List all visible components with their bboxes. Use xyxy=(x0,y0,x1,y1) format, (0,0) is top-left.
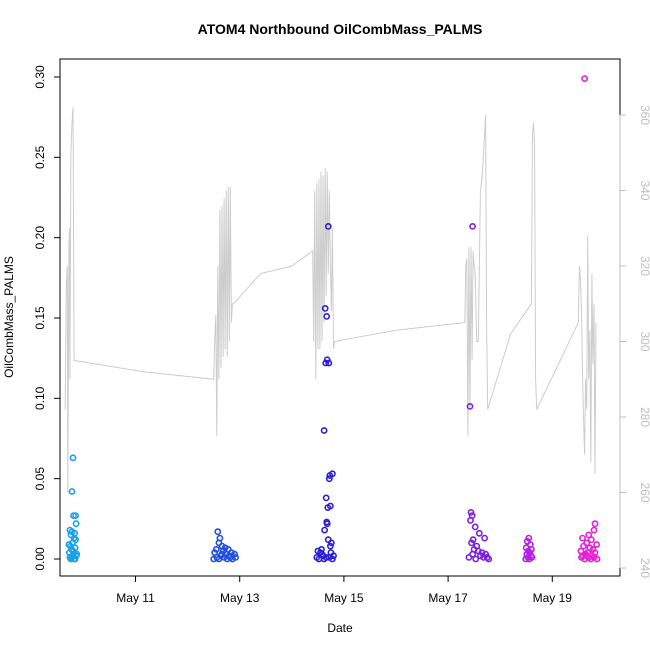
y2-tick-label-3: 300 xyxy=(638,331,650,351)
y2-tick-label-1: 260 xyxy=(638,482,650,502)
data-point-s2-10 xyxy=(322,494,330,502)
data-point-s4-12 xyxy=(522,555,530,563)
data-point-s3-7 xyxy=(481,534,488,542)
y2-tick-label-0: 240 xyxy=(638,558,650,578)
data-point-s5-23 xyxy=(583,552,591,560)
data-point-s2-18 xyxy=(326,542,334,550)
data-point-s2-1 xyxy=(321,304,329,312)
data-point-s2-12 xyxy=(326,502,334,510)
y-tick-label-5: 0.25 xyxy=(33,145,47,169)
data-point-s2-30 xyxy=(318,546,325,553)
data-point-s2-9 xyxy=(325,475,333,483)
data-point-s5-21 xyxy=(593,555,601,563)
plot-frame xyxy=(59,58,621,577)
data-point-s2-25 xyxy=(328,555,336,563)
data-point-s2-27 xyxy=(320,555,328,563)
x-tick-label-3: May 17 xyxy=(428,591,468,605)
data-point-s0-9 xyxy=(70,512,77,519)
data-point-s5-8 xyxy=(580,542,587,550)
data-point-s3-6 xyxy=(475,529,483,537)
data-point-s3-9 xyxy=(468,539,475,547)
x-tick-label-1: May 13 xyxy=(220,591,260,605)
x-tick-label-2: May 15 xyxy=(324,591,364,605)
data-point-s5-5 xyxy=(587,536,595,544)
data-point-s5-1 xyxy=(591,520,599,528)
data-point-s0-8 xyxy=(72,520,80,528)
x-tick-label-0: May 11 xyxy=(116,591,155,605)
data-point-s2-31 xyxy=(327,549,335,556)
data-point-s2-8 xyxy=(326,472,334,479)
y-tick-label-3: 0.15 xyxy=(33,306,47,330)
data-point-s3-2 xyxy=(467,509,475,516)
y2-tick-label-6: 360 xyxy=(638,105,650,125)
data-point-s2-6 xyxy=(320,427,328,434)
data-point-s2-2 xyxy=(323,312,331,320)
data-point-s2-17 xyxy=(327,539,335,547)
data-point-s0-1 xyxy=(68,488,76,495)
altitude-line-layer xyxy=(64,107,597,493)
data-point-s3-4 xyxy=(467,517,474,524)
data-point-s0-26 xyxy=(72,536,79,544)
chart-title: ATOM4 Northbound OilCombMass_PALMS xyxy=(198,21,483,37)
data-point-s3-21 xyxy=(469,550,476,558)
data-point-s3-5 xyxy=(471,523,479,531)
data-point-s5-20 xyxy=(587,555,595,563)
data-point-s5-2 xyxy=(590,526,598,534)
data-points-layer xyxy=(65,75,601,563)
data-point-s1-20 xyxy=(210,555,218,563)
data-point-s3-20 xyxy=(485,555,493,563)
axes-layer: 0.00 0.05 0.10 0.15 0.20 0.25 0.30 240 260 280 300… xyxy=(33,65,650,605)
data-point-s3-1 xyxy=(466,402,474,410)
y-tick-label-6: 0.30 xyxy=(33,65,47,89)
data-point-s3-19 xyxy=(472,555,480,563)
data-point-s2-14 xyxy=(323,520,331,528)
y-tick-label-2: 0.10 xyxy=(33,386,47,410)
data-point-s3-0 xyxy=(469,222,476,230)
y-axis-label: OilCombMass_PALMS xyxy=(2,256,16,378)
data-point-s4-11 xyxy=(528,554,536,561)
y2-tick-label-2: 280 xyxy=(638,407,650,427)
x-axis-label: Date xyxy=(327,621,353,635)
data-point-s2-0 xyxy=(324,222,332,230)
data-point-s5-3 xyxy=(585,531,593,539)
data-point-s5-0 xyxy=(581,75,588,82)
data-point-s0-0 xyxy=(69,454,77,462)
data-point-s1-21 xyxy=(226,554,234,561)
data-point-s2-29 xyxy=(313,554,321,561)
data-point-s2-5 xyxy=(325,359,333,367)
data-point-s2-4 xyxy=(322,359,330,367)
x-tick-label-4: May 19 xyxy=(533,591,573,605)
y-tick-label-1: 0.05 xyxy=(33,467,47,491)
data-point-s5-4 xyxy=(579,534,586,542)
data-point-s5-7 xyxy=(593,541,600,548)
y2-tick-label-5: 340 xyxy=(638,180,650,200)
y2-tick-label-4: 320 xyxy=(638,256,650,276)
y-tick-label-4: 0.20 xyxy=(33,226,47,250)
data-point-s2-15 xyxy=(321,526,328,534)
data-point-s1-22 xyxy=(218,550,226,558)
data-point-s0-25 xyxy=(73,550,81,558)
data-point-s1-0 xyxy=(214,528,222,536)
y-tick-label-0: 0.00 xyxy=(33,547,47,571)
altitude-line xyxy=(64,107,597,493)
